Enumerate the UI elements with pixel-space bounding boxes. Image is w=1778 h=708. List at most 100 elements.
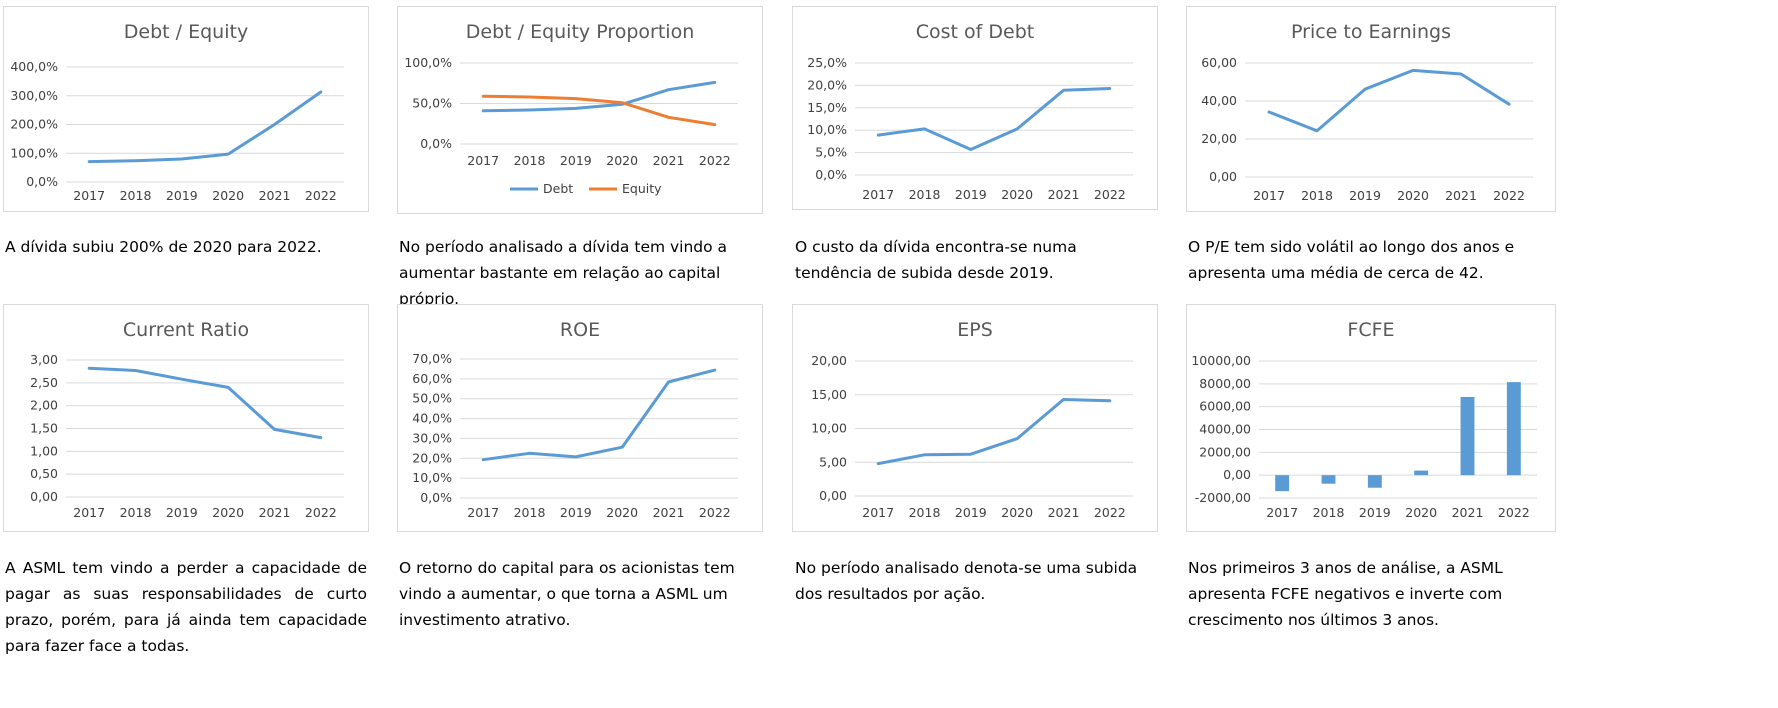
x-tick-label: 2021 [653,505,685,520]
y-tick-label: 25,0% [807,55,847,70]
y-tick-label: 30,0% [412,430,452,445]
x-tick-label: 2019 [166,505,198,520]
bar-2018 [1321,475,1336,484]
y-tick-label: 200,0% [10,117,58,132]
x-tick-label: 2018 [514,153,546,168]
description-cost-of-debt: O custo da dívida encontra-se numa tendê… [795,238,1077,282]
y-tick-label: 2000,00 [1199,444,1251,459]
chart-roe: ROE 0,0% 10,0% 20,0% 30,0% 40,0% 50,0% 60,0% 70,… [397,304,763,532]
y-tick-label: -2000,00 [1195,490,1251,505]
x-tick-label: 2021 [653,153,685,168]
series-line-debt [481,80,717,113]
y-tick-label: 60,00 [1201,55,1237,70]
description-debt-equity: A dívida subiu 200% de 2020 para 2022. [5,238,322,256]
x-tick-label: 2017 [862,505,894,520]
x-tick-label: 2019 [955,187,987,202]
description-debt-equity-proportion: No período analisado a dívida tem vindo … [399,238,728,308]
chart-title: Debt / Equity [124,21,248,43]
x-tick-label: 2022 [1493,188,1525,203]
x-tick-label: 2018 [1301,188,1333,203]
x-tick-label: 2017 [73,188,105,203]
y-tick-label: 5,0% [815,145,847,160]
x-tick-label: 2017 [73,505,105,520]
y-tick-label: 0,0% [420,136,452,151]
x-tick-label: 2020 [212,505,244,520]
x-tick-label: 2019 [955,505,987,520]
y-tick-label: 20,0% [807,77,847,92]
x-tick-label: 2017 [1253,188,1285,203]
y-tick-label: 20,00 [811,353,847,368]
y-tick-label: 20,00 [1201,131,1237,146]
chart-current-ratio: Current Ratio 0,00 0,50 1,00 1,50 2,00 2,50 3,0… [3,304,369,532]
y-tick-label: 10,0% [807,122,847,137]
x-tick-label: 2022 [699,505,731,520]
x-tick-label: 2021 [1048,505,1080,520]
x-tick-label: 2019 [166,188,198,203]
description-eps: No período analisado denota-se uma subid… [795,559,1138,603]
chart-eps: EPS 0,00 5,00 10,00 15,00 20,00 2017 2018 2019 20… [792,304,1158,532]
x-tick-label: 2021 [259,188,291,203]
x-tick-label: 2022 [699,153,731,168]
legend-label-debt: Debt [543,181,573,196]
x-tick-label: 2022 [305,188,337,203]
x-tick-label: 2020 [212,188,244,203]
x-tick-label: 2020 [606,505,638,520]
y-tick-label: 2,00 [30,398,58,413]
y-tick-label: 5,00 [819,454,847,469]
chart-svg: Debt / Equity Proportion 0,0% 50,0% 100,0% 2… [404,21,738,196]
y-tick-label: 2,50 [30,375,58,390]
y-tick-label: 4000,00 [1199,422,1251,437]
y-tick-label: 3,00 [30,352,58,367]
series-line-debt-equity [87,90,323,164]
x-tick-label: 2020 [1001,187,1033,202]
x-tick-label: 2018 [120,505,152,520]
chart-debt-equity-proportion: Debt / Equity Proportion 0,0% 50,0% 100,0% 2… [397,6,763,214]
chart-title: FCFE [1347,319,1394,341]
x-tick-label: 2022 [1498,505,1530,520]
x-tick-label: 2018 [120,188,152,203]
x-tick-label: 2020 [1001,505,1033,520]
y-tick-label: 6000,00 [1199,399,1251,414]
legend-label-equity: Equity [622,181,662,196]
series-line-eps [876,398,1112,466]
description-roe: O retorno do capital para os acionistas … [399,559,735,629]
x-tick-label: 2018 [1313,505,1345,520]
y-tick-label: 20,0% [412,450,452,465]
chart-svg: Price to Earnings 0,00 20,00 40,00 60,00 2017… [1201,21,1533,203]
y-tick-label: 0,00 [1209,169,1237,184]
x-tick-label: 2019 [560,153,592,168]
y-tick-label: 50,0% [412,391,452,406]
description-fcfe: Nos primeiros 3 anos de análise, a ASML … [1188,559,1503,629]
chart-svg: FCFE -2000,00 0,00 2000,00 4000,00 6000,00 800… [1191,319,1537,520]
x-tick-label: 2021 [259,505,291,520]
x-tick-label: 2017 [1266,505,1298,520]
chart-title: Debt / Equity Proportion [466,21,694,43]
y-tick-label: 60,0% [412,371,452,386]
chart-title: ROE [560,319,600,341]
series-line-price-to-earnings [1267,68,1511,133]
chart-svg: Current Ratio 0,00 0,50 1,00 1,50 2,00 2,50 3,0… [30,319,344,520]
x-tick-label: 2019 [1359,505,1391,520]
x-tick-label: 2022 [1094,187,1126,202]
y-tick-label: 8000,00 [1199,376,1251,391]
y-tick-label: 0,00 [30,489,58,504]
y-tick-label: 0,00 [819,488,847,503]
y-tick-label: 0,0% [26,174,58,189]
series-line-cost-of-debt [876,87,1112,151]
chart-title: Current Ratio [123,319,249,341]
y-tick-label: 0,0% [815,167,847,182]
y-tick-label: 15,0% [807,100,847,115]
bar-2020 [1414,470,1429,476]
series-line-equity [481,94,717,127]
x-tick-label: 2019 [560,505,592,520]
description-price-to-earnings: O P/E tem sido volátil ao longo dos anos… [1188,238,1515,282]
y-tick-label: 1,50 [30,421,58,436]
chart-title: EPS [957,319,993,341]
y-tick-label: 0,50 [30,466,58,481]
description-current-ratio: A ASML tem vindo a perder a capacidade d… [5,559,367,655]
x-tick-label: 2017 [467,505,499,520]
y-tick-label: 10,0% [412,470,452,485]
chart-title: Price to Earnings [1291,21,1451,43]
x-tick-label: 2022 [1094,505,1126,520]
y-tick-label: 100,0% [404,55,452,70]
